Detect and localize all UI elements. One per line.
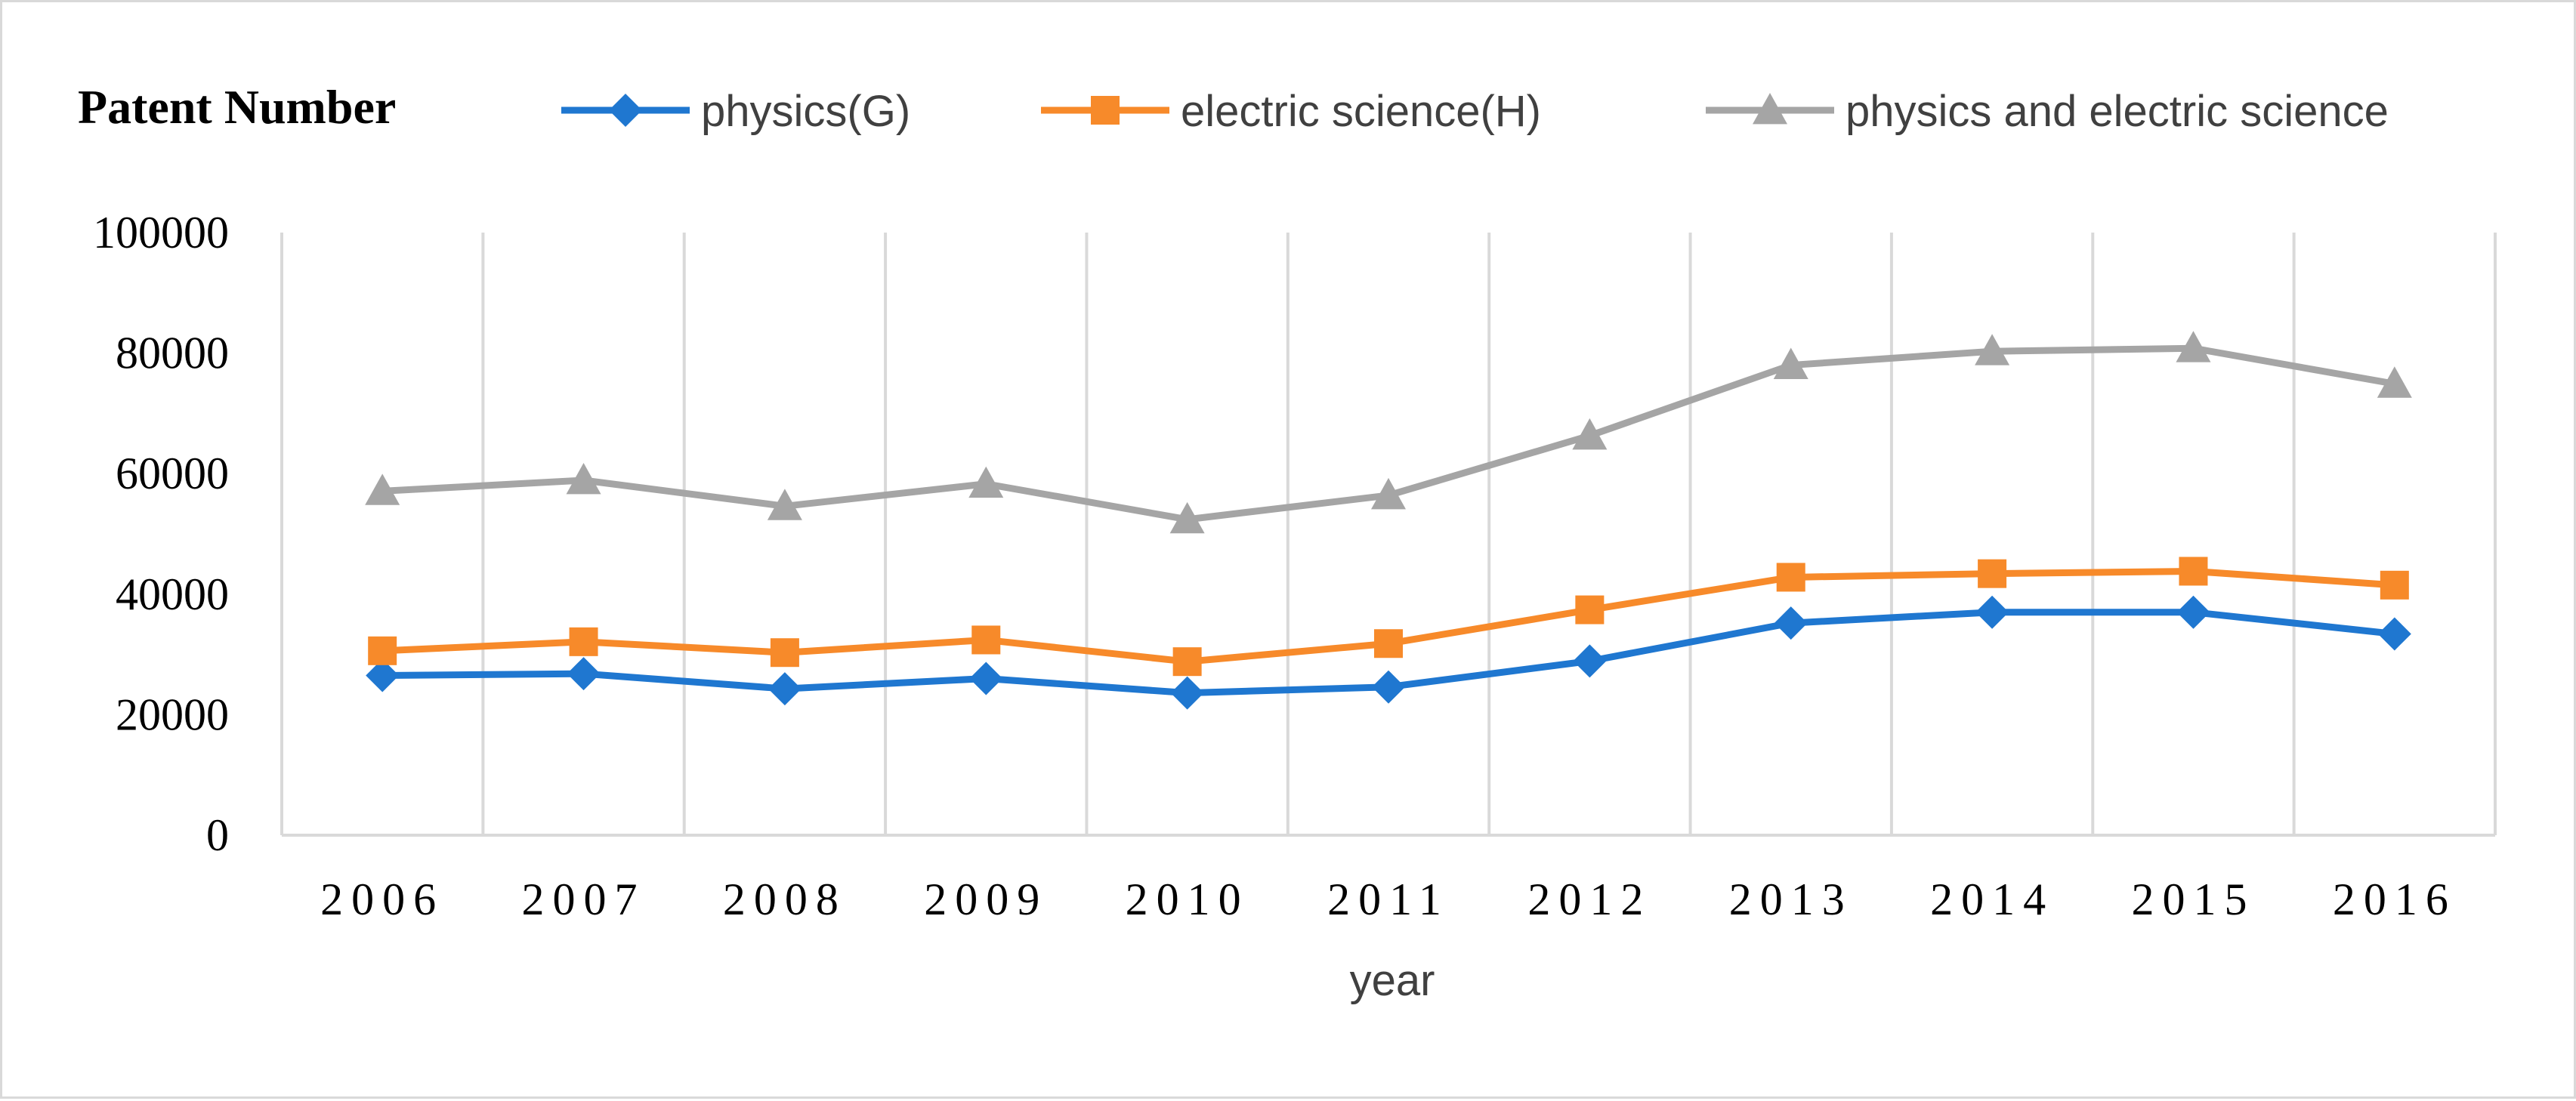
y-tick-label: 100000	[93, 208, 229, 258]
y-tick-label: 60000	[116, 449, 229, 498]
x-tick-label: 2008	[723, 874, 847, 924]
legend-marker	[1091, 96, 1120, 125]
series-1	[366, 595, 2411, 710]
data-point	[1371, 477, 1406, 510]
x-tick-label: 2011	[1327, 874, 1450, 924]
series-layer	[365, 331, 2412, 710]
data-point	[366, 658, 400, 692]
x-tick-label: 2016	[2333, 874, 2457, 924]
y-tick-label: 0	[206, 810, 229, 860]
x-tick-label: 2010	[1126, 874, 1249, 924]
chart-title: Patent Number	[78, 80, 396, 134]
data-point	[1372, 670, 1405, 704]
legend-label: electric science(H)	[1181, 87, 1541, 136]
data-point	[2179, 557, 2208, 586]
data-point	[566, 462, 601, 495]
legend-item: physics and electric science	[1706, 87, 2389, 136]
data-point	[365, 473, 400, 505]
x-tick-label: 2012	[1527, 874, 1651, 924]
data-point	[1169, 501, 1205, 534]
data-point	[969, 662, 1003, 695]
data-point	[1975, 595, 2009, 629]
data-point	[1572, 418, 1608, 450]
x-axis-label: year	[1350, 956, 1435, 1005]
data-point	[1975, 334, 2010, 365]
series-2	[368, 557, 2409, 677]
x-tick-label: 2014	[1930, 874, 2054, 924]
x-tick-label: 2009	[924, 874, 1048, 924]
legend-label: physics and electric science	[1846, 87, 2389, 136]
legend: physics(G) electric science(H) physics and…	[561, 87, 2389, 136]
x-tick-label: 2013	[1729, 874, 1853, 924]
data-point	[1776, 563, 1805, 592]
data-point	[2377, 617, 2411, 651]
x-tick-label: 2015	[2131, 874, 2255, 924]
data-point	[1573, 644, 1607, 678]
data-point	[768, 672, 802, 706]
gridlines	[280, 233, 2497, 837]
legend-item: electric science(H)	[1041, 87, 1541, 136]
data-point	[770, 638, 799, 668]
data-point	[2176, 595, 2210, 629]
y-tick-label: 40000	[116, 569, 229, 619]
data-point	[2380, 570, 2409, 600]
data-point	[2176, 331, 2211, 362]
data-point	[567, 657, 601, 691]
legend-item: physics(G)	[561, 87, 910, 136]
legend-marker	[609, 94, 642, 127]
data-point	[1374, 629, 1403, 658]
data-point	[1172, 647, 1202, 677]
x-axis-ticks: 2006 2007 2008 2009 2010 2011 2012 2013 2014 2015…	[320, 874, 2457, 924]
legend-marker	[1753, 93, 1787, 125]
y-axis-ticks: 0 20000 40000 60000 80000 100000	[93, 208, 229, 860]
data-point	[368, 636, 397, 665]
data-point	[767, 489, 802, 520]
data-point	[1978, 559, 2007, 588]
data-point	[569, 627, 598, 656]
data-point	[968, 466, 1004, 498]
data-point	[1170, 676, 1204, 710]
x-tick-label: 2006	[320, 874, 444, 924]
data-point	[1575, 595, 1605, 625]
legend-label: physics(G)	[701, 87, 910, 136]
y-tick-label: 80000	[116, 328, 229, 378]
x-tick-label: 2007	[522, 874, 646, 924]
y-tick-label: 20000	[116, 689, 229, 739]
data-point	[1774, 606, 1808, 640]
data-point	[971, 625, 1001, 655]
data-point	[1773, 347, 1808, 379]
data-point	[2377, 366, 2412, 398]
series-3	[365, 331, 2412, 534]
